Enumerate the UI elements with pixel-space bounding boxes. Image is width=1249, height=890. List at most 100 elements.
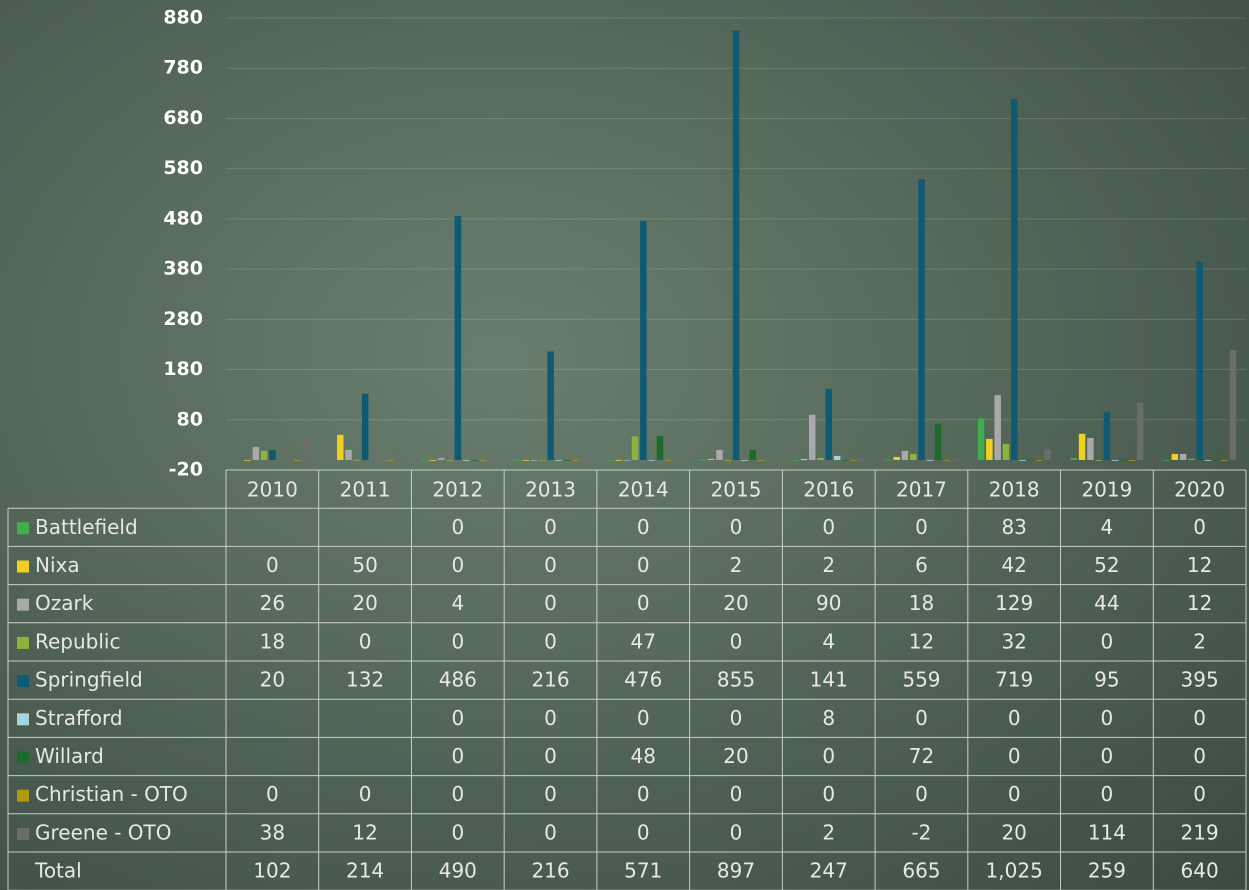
table-cell: 18 (260, 629, 285, 653)
table-cell: 665 (902, 859, 940, 883)
table-cell: 259 (1088, 859, 1126, 883)
table-cell: 2 (1193, 629, 1206, 653)
table-cell: 490 (439, 859, 477, 883)
bar (1229, 349, 1237, 460)
table-cell: 129 (995, 591, 1033, 615)
bar (1070, 457, 1078, 460)
table-cell: 0 (1193, 782, 1206, 806)
table-cell: 20 (1001, 820, 1026, 844)
table-cell: 486 (439, 668, 477, 692)
legend-label: Springfield (35, 668, 143, 692)
table-cell: 571 (624, 859, 662, 883)
bar (471, 459, 478, 461)
y-tick-label: 780 (163, 57, 203, 79)
table-cell: 0 (544, 591, 557, 615)
table-cell: 0 (637, 591, 650, 615)
bar (1112, 459, 1119, 461)
table-cell: 0 (915, 782, 928, 806)
legend-key (17, 713, 29, 726)
y-tick-label: 880 (163, 7, 203, 29)
table-cell: 4 (451, 591, 464, 615)
bar (656, 435, 664, 460)
bar (757, 459, 765, 461)
bar (699, 459, 707, 461)
table-cell: 0 (451, 629, 464, 653)
table-cell: 0 (637, 782, 650, 806)
table-cell: 0 (359, 629, 372, 653)
bar (353, 459, 361, 461)
bar (741, 459, 748, 461)
table-cell: 0 (822, 782, 835, 806)
table-cell: 0 (451, 515, 464, 539)
table-cell: 0 (451, 782, 464, 806)
bar (732, 30, 740, 460)
bar (1179, 453, 1187, 460)
bar (640, 220, 647, 460)
bar (1204, 459, 1212, 461)
table-cell: 38 (260, 820, 285, 844)
table-cell: 141 (810, 668, 848, 692)
bar (749, 449, 756, 460)
bar (269, 449, 276, 460)
bar (665, 459, 672, 461)
bar (1120, 459, 1127, 461)
legend-label: Republic (35, 629, 120, 653)
y-tick-label: 80 (177, 408, 203, 430)
table-cell: 0 (915, 706, 928, 730)
table-cell: 897 (717, 859, 755, 883)
table-cell: 4 (1101, 515, 1114, 539)
bar (615, 459, 622, 461)
bar (817, 457, 824, 460)
bar (951, 459, 958, 461)
table-cell: 0 (544, 553, 557, 577)
bar (337, 434, 344, 460)
table-cell: 0 (451, 744, 464, 768)
table-cell: 114 (1088, 820, 1126, 844)
table-cell: 0 (822, 744, 835, 768)
table-cell: 476 (624, 668, 662, 692)
table-cell: 559 (902, 668, 940, 692)
bar (252, 446, 260, 460)
bar (716, 449, 723, 460)
bar (631, 436, 639, 460)
x-tick-label: 2012 (432, 478, 483, 502)
bar (842, 459, 849, 461)
table-cell: 52 (1094, 553, 1119, 577)
legend-key (17, 675, 29, 688)
table-cell: 855 (717, 668, 755, 692)
table-cell: 20 (723, 591, 748, 615)
y-tick-label: 580 (163, 157, 203, 179)
bar (926, 459, 934, 461)
bar (1078, 433, 1086, 460)
bar (302, 440, 309, 460)
bar (555, 459, 563, 461)
bar (977, 418, 985, 460)
bar (994, 395, 1001, 460)
bar (1128, 459, 1136, 461)
bar (909, 453, 917, 460)
y-tick-label: 380 (163, 258, 203, 280)
bar (1002, 443, 1010, 460)
table-cell: 12 (1187, 553, 1212, 577)
table-cell: 0 (544, 782, 557, 806)
bar (244, 459, 251, 461)
bar (766, 459, 773, 461)
bar (345, 449, 352, 460)
table-cell: 0 (730, 820, 743, 844)
y-tick-label: 680 (163, 107, 203, 129)
table-cell: 216 (531, 668, 569, 692)
table-cell: 0 (1008, 782, 1021, 806)
table-cell: 0 (451, 706, 464, 730)
bar (522, 459, 529, 461)
legend-key (17, 827, 29, 840)
table-cell: 2 (822, 820, 835, 844)
bar (1044, 449, 1051, 460)
x-tick-label: 2018 (989, 478, 1040, 502)
bar (1103, 412, 1111, 460)
table-cell: 0 (637, 706, 650, 730)
bar (479, 459, 487, 461)
legend-label: Ozark (35, 591, 94, 615)
y-tick-label: -20 (169, 459, 203, 481)
bar (858, 458, 866, 460)
table-cell: 20 (352, 591, 377, 615)
